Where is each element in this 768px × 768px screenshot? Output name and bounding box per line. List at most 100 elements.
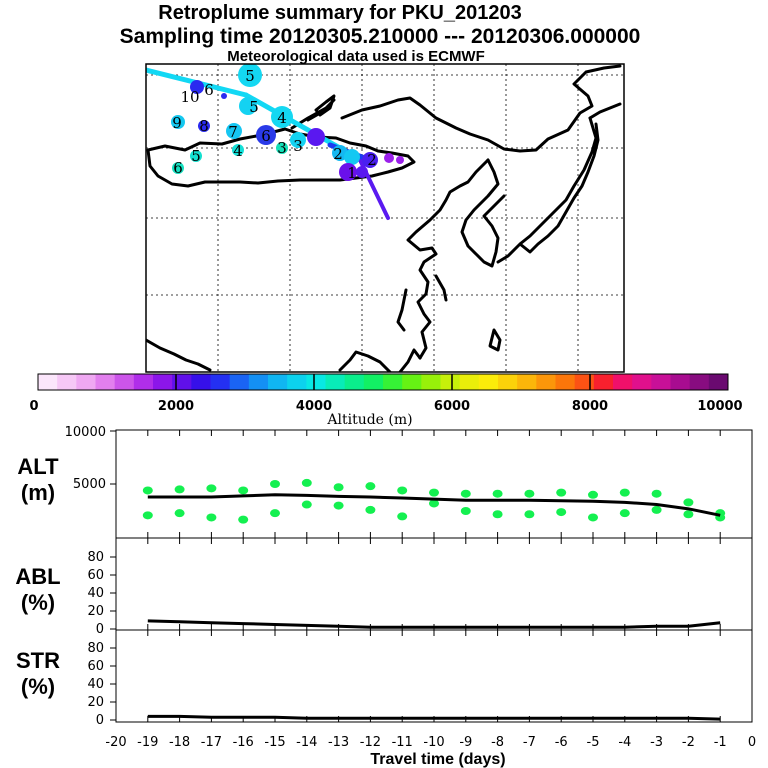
trajectory-day-label: 3 (277, 139, 287, 157)
colorbar-tick-label: 4000 (296, 399, 332, 414)
colorbar-cell (229, 374, 250, 390)
alt-yticks (110, 430, 116, 485)
abl-ytick-labels: 0 20 40 60 80 (87, 550, 104, 637)
colorbar-cell (191, 374, 211, 390)
trajectory-day-label: 5 (245, 67, 255, 85)
colorbar-tick-labels: 0 2000 4000 6000 8000 10000 (29, 399, 742, 414)
alt-point (365, 505, 376, 514)
alt-point (270, 509, 280, 518)
alt-point (174, 485, 185, 494)
str-ytick-labels: 0 20 40 60 80 (87, 641, 104, 728)
trajectory-day-label: 6 (173, 159, 183, 177)
trajectory-circle (190, 150, 202, 162)
abl-ytick-label: 0 (96, 622, 104, 637)
trajectory-circle (190, 80, 204, 94)
trajectory-day-label: 7 (228, 123, 238, 141)
colorbar-cell (95, 374, 116, 390)
colorbar-cell (57, 374, 77, 390)
x-tick-label: -19 (137, 735, 158, 750)
trajectory-circle (356, 166, 368, 178)
panels-frame (115, 429, 753, 723)
trajectory-day-label: 4 (277, 109, 287, 127)
abl-ytick-label: 20 (87, 604, 104, 619)
colorbar-cell (306, 374, 326, 390)
title-line-3: Meteorological data used is ECMWF (227, 48, 485, 65)
alt-point (206, 513, 217, 522)
alt-point (619, 509, 630, 518)
trajectory-day-labels: 5 10 6 5 4 9 8 7 6 3 2 2 1 4 3 6 5 (172, 67, 377, 182)
trajectory-circle (256, 125, 276, 145)
map-background (146, 64, 624, 372)
abl-panel-unit: (%) (21, 590, 55, 615)
colorbar-cell (574, 374, 595, 390)
x-tick-label: -12 (360, 735, 381, 750)
x-tick-label: -6 (555, 735, 568, 750)
alt-panel-label: ALT (17, 454, 59, 479)
trajectory-circle (239, 97, 257, 115)
colorbar-cell (536, 374, 556, 390)
x-tick-label: -14 (296, 735, 317, 750)
x-tick-label: -2 (682, 735, 695, 750)
x-tick-label: -18 (169, 735, 190, 750)
alt-point (556, 488, 567, 497)
colorbar-cell (268, 374, 288, 390)
colorbar: 0 2000 4000 6000 8000 10000 Altitude (m) (29, 373, 743, 428)
alt-point (429, 499, 439, 508)
trajectory-circle (384, 153, 394, 163)
x-tick-label: -17 (201, 735, 222, 750)
colorbar-cell (325, 374, 346, 390)
str-yticks (110, 647, 116, 721)
str-ytick-label: 60 (87, 659, 104, 674)
str-panel-label: STR (16, 648, 60, 673)
x-tick-label: -4 (618, 735, 631, 750)
trajectory-circle (396, 156, 404, 164)
trajectory-day-label: 1 (347, 164, 357, 182)
alt-point (651, 505, 662, 514)
colorbar-cell (459, 374, 480, 390)
title-line-2: Sampling time 20120305.210000 --- 201203… (120, 25, 641, 48)
x-tick-label: -13 (328, 735, 349, 750)
colorbar-cell (440, 374, 461, 390)
colorbar-cell (287, 374, 307, 390)
x-tick-label: 0 (748, 735, 756, 750)
alt-point (460, 507, 471, 515)
x-axis-tick-labels: -20 -19 -18 -17 -16 -15 -14 -13 -12 -11 -10 -9 -8 -7-… (105, 735, 756, 750)
trajectory-day-label: 6 (261, 127, 271, 145)
alt-point (142, 511, 153, 520)
trajectory-circles (171, 64, 404, 181)
alt-point (270, 480, 280, 488)
alt-point (492, 510, 503, 519)
colorbar-label: Altitude (m) (326, 412, 412, 428)
colorbar-cell (593, 374, 614, 390)
colorbar-cell (402, 374, 422, 390)
map-panel: 5 10 6 5 4 9 8 7 6 3 2 2 1 4 3 6 5 (145, 63, 625, 373)
trajectory-day-label: 6 (204, 81, 214, 99)
alt-point (556, 508, 567, 517)
alt-point (524, 510, 535, 519)
colorbar-cell (344, 374, 365, 390)
alt-point (588, 490, 598, 499)
x-tick-label: -1 (714, 735, 727, 750)
trajectory-circle (290, 132, 306, 148)
colorbar-cell (670, 374, 691, 390)
trajectory-circle (221, 93, 227, 99)
abl-line (147, 619, 721, 629)
colorbar-cell (38, 374, 58, 390)
trajectory-day-label: 9 (172, 114, 182, 132)
trajectory-circle (172, 162, 184, 174)
trajectory-day-label: 3 (293, 137, 303, 155)
colorbar-cell (517, 374, 537, 390)
trajectory-day-label: 5 (249, 98, 259, 116)
alt-point (301, 500, 312, 509)
colorbar-cells (38, 374, 729, 390)
trajectory-day-label: 4 (233, 142, 243, 160)
colorbar-cell (651, 374, 671, 390)
alt-point (301, 478, 312, 487)
colorbar-cell (555, 374, 576, 390)
alt-point (619, 488, 630, 497)
x-tick-label: -20 (105, 735, 126, 750)
colorbar-tick-label: 10000 (697, 399, 742, 414)
str-line (147, 714, 721, 721)
trajectory-circle (276, 142, 288, 154)
trajectory-circle (339, 163, 357, 181)
